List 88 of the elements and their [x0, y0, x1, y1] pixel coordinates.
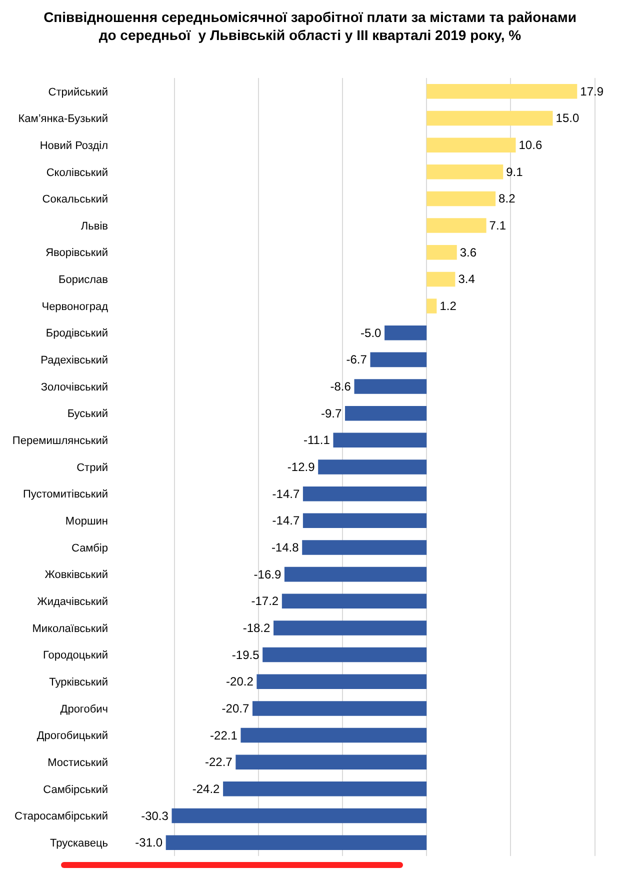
bar: [426, 138, 516, 152]
bar: [256, 674, 427, 689]
y-tick-label: Золочівський: [40, 381, 108, 394]
bar: [426, 272, 456, 287]
y-tick-label: Буський: [67, 408, 108, 420]
bar: [282, 594, 427, 609]
y-tick-label: Радехівський: [40, 354, 108, 367]
bar: [426, 110, 553, 126]
y-tick-label: Самбір: [72, 542, 108, 554]
y-tick-label: Борислав: [58, 274, 108, 286]
y-tick-label: Червоноград: [42, 300, 109, 313]
y-tick-label: Сокальський: [42, 194, 108, 206]
y-tick-label: Стрий: [76, 462, 108, 474]
y-tick-label: Старосамбірський: [14, 810, 108, 823]
data-label: -12.9: [287, 460, 316, 474]
bar: [426, 298, 437, 314]
bar: [166, 835, 427, 850]
bar: [426, 164, 504, 180]
y-tick-label: Дрогобич: [60, 703, 108, 716]
y-tick-label: Сколівський: [46, 166, 108, 179]
y-tick-label: Городоцький: [42, 650, 108, 662]
data-label: -19.5: [232, 648, 260, 662]
data-label: 8.2: [498, 192, 516, 206]
bar: [426, 245, 457, 260]
y-tick-label: Трускавець: [50, 837, 108, 850]
data-label: -14.7: [272, 514, 300, 528]
y-tick-label: Бродівський: [46, 328, 108, 340]
bar: [302, 540, 427, 555]
data-label: -22.7: [204, 755, 233, 770]
y-tick-label: Моршин: [65, 516, 108, 528]
y-tick-label: Кам’янка-Бузький: [18, 113, 108, 126]
data-label: -6.7: [346, 352, 368, 367]
data-label: 17.9: [580, 84, 604, 98]
data-label: -9.7: [321, 406, 342, 420]
bar: [302, 513, 427, 528]
data-label: -17.2: [251, 594, 279, 608]
bar: [426, 84, 578, 99]
y-tick-label: Миколаївський: [32, 622, 108, 635]
data-label: -5.0: [360, 326, 382, 340]
y-tick-label: Новий Розділ: [40, 140, 108, 152]
data-label: -14.8: [271, 540, 300, 554]
data-label: -22.1: [210, 728, 238, 742]
y-tick-label: Жидачівський: [37, 596, 108, 608]
bar: [345, 406, 427, 421]
y-tick-label: Перемишлянський: [12, 435, 108, 448]
data-label: -30.3: [141, 808, 169, 823]
bar: [302, 486, 427, 502]
data-label: -31.0: [135, 836, 163, 850]
data-label: -20.2: [226, 674, 254, 689]
bar: [274, 620, 427, 636]
bar: [262, 647, 427, 662]
y-tick-label: Яворівський: [46, 247, 108, 260]
data-label: 1.2: [440, 299, 457, 314]
data-label: 9.1: [506, 164, 524, 179]
bar: [172, 808, 427, 824]
y-tick-label: Стрийський: [48, 86, 108, 98]
data-label: -24.2: [192, 782, 220, 796]
data-label: -20.7: [222, 701, 250, 716]
bar: [370, 352, 427, 368]
data-label: 3.4: [458, 272, 476, 286]
bar: [426, 191, 496, 206]
bar: [384, 325, 427, 340]
data-label: -8.6: [330, 380, 352, 394]
data-label: 10.6: [518, 138, 542, 152]
data-label: -14.7: [272, 486, 300, 501]
data-label: -11.1: [303, 433, 330, 448]
y-tick-label: Дрогобицький: [36, 730, 108, 742]
chart-title: Співвідношення середньомісячної заробітної плати за містами та районами до середньої у Львівській області у III кварталі 2019 року, %: [44, 8, 576, 44]
bar: [252, 701, 427, 716]
bar: [354, 379, 427, 394]
y-tick-label: Турківський: [49, 676, 108, 688]
y-tick-label: Львів: [80, 220, 108, 232]
bar: [426, 218, 486, 233]
bar: [318, 460, 427, 474]
bar: [236, 754, 427, 770]
bar: [240, 728, 427, 743]
y-tick-label: Жовківський: [44, 569, 108, 582]
y-tick-label: Пустомитівський: [22, 488, 108, 501]
bar: [333, 432, 427, 448]
bar: [223, 782, 427, 796]
bar: [284, 566, 427, 582]
data-label: 15.0: [556, 111, 580, 126]
data-label: -16.9: [254, 567, 282, 582]
data-label: 3.6: [460, 245, 477, 260]
y-tick-label: Самбірський: [43, 784, 108, 796]
y-tick-label: Мостиський: [48, 756, 108, 769]
data-label: -18.2: [242, 620, 271, 635]
data-label: 7.1: [489, 218, 506, 233]
